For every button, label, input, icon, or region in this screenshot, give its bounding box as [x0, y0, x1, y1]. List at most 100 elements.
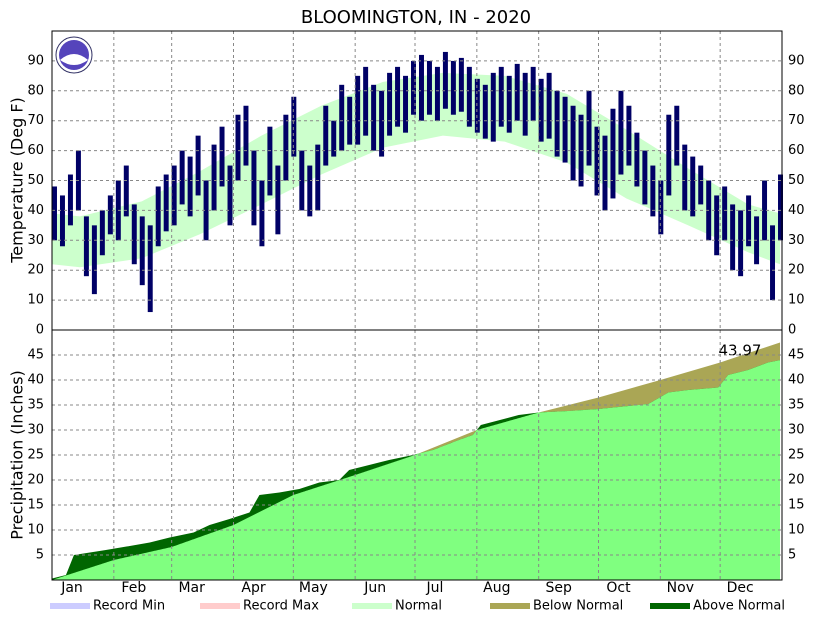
y-axis-label: Precipitation (Inches): [8, 370, 27, 540]
temp-bar: [91, 225, 97, 295]
temp-bar: [714, 195, 720, 256]
temp-bar: [267, 126, 273, 196]
y-tick-label: 0: [36, 323, 44, 338]
y-tick-label-right: 90: [788, 53, 805, 68]
legend-label: Normal: [395, 599, 442, 614]
temp-bar: [530, 66, 536, 121]
temp-bar: [211, 144, 217, 211]
x-tick-label: Feb: [121, 580, 146, 596]
y-tick-label-right: 60: [788, 143, 805, 158]
x-tick-label: Nov: [667, 580, 694, 596]
y-tick-label: 10: [27, 293, 44, 308]
temp-bar: [235, 114, 241, 181]
temp-bar: [778, 174, 783, 241]
y-tick-label: 80: [27, 83, 44, 98]
legend: Record Min Record Max Normal Below Normal Ab…: [50, 599, 785, 614]
legend-swatch: [490, 603, 530, 609]
temp-bar: [379, 90, 385, 157]
legend-label: Record Min: [93, 599, 165, 614]
temp-bar: [538, 78, 544, 142]
temp-bar: [610, 108, 616, 199]
y-tick-label-right: 15: [788, 498, 805, 513]
temp-bar: [498, 66, 504, 127]
temp-bar: [442, 51, 448, 109]
temp-bar: [626, 105, 632, 166]
temp-bar: [363, 66, 369, 136]
temp-bar: [546, 72, 552, 139]
y-tick-label-right: 20: [788, 263, 805, 278]
temp-bar: [698, 165, 704, 205]
temp-bar: [67, 174, 73, 226]
temp-bar: [554, 90, 560, 157]
temp-bar: [730, 204, 736, 271]
temp-bar: [722, 186, 728, 241]
temp-bar: [187, 156, 193, 217]
y-tick-label-right: 20: [788, 473, 805, 488]
temp-bar: [490, 72, 496, 142]
y-tick-label: 60: [27, 143, 44, 158]
temp-bar: [179, 150, 185, 205]
temp-bar: [171, 165, 177, 226]
temp-bar: [618, 90, 624, 175]
y-tick-label: 35: [27, 398, 44, 413]
temp-bar: [275, 165, 281, 235]
plot-frame: [51, 329, 783, 581]
y-tick-label-right: 0: [788, 323, 796, 338]
temp-bar: [514, 63, 520, 121]
temp-bar: [283, 114, 289, 181]
plots: 0 0 10 10 20 20 30 30 40 40 50 50 60 60 70 70 80 80 90 90 43…: [27, 30, 805, 596]
temp-bar: [458, 57, 464, 112]
temp-bar: [259, 180, 265, 247]
temp-bar: [331, 120, 337, 157]
temp-bar: [83, 216, 89, 277]
temp-bar: [219, 126, 225, 187]
temp-bar: [355, 75, 361, 145]
temp-bar: [650, 165, 656, 217]
temp-bar: [602, 135, 608, 211]
y-tick-label: 25: [27, 448, 44, 463]
y-tick-label: 15: [27, 498, 44, 513]
temp-bar: [403, 75, 409, 133]
y-tick-label-right: 40: [788, 203, 805, 218]
y-tick-label-right: 35: [788, 398, 805, 413]
temp-bar: [738, 210, 744, 277]
y-tick-label: 45: [27, 348, 44, 363]
temp-bar: [163, 174, 169, 232]
temp-bar: [315, 144, 321, 211]
temp-bar: [562, 96, 568, 163]
temp-bar: [107, 195, 113, 235]
y-axis-label: Temperature (Deg F): [8, 97, 27, 264]
temp-bar: [251, 150, 257, 226]
legend-label: Record Max: [243, 599, 319, 614]
x-tick-label: Sep: [545, 580, 572, 596]
temp-bar: [387, 72, 393, 136]
y-tick-label: 70: [27, 113, 44, 128]
y-tick-label: 5: [36, 548, 44, 563]
y-tick-label: 30: [27, 423, 44, 438]
x-tick-label: May: [299, 580, 328, 596]
temp-bar: [642, 150, 648, 205]
y-tick-label: 20: [27, 263, 44, 278]
temp-bar: [634, 132, 640, 187]
temp-bar: [227, 165, 233, 226]
temp-bar: [594, 126, 600, 196]
temp-bar: [522, 72, 528, 136]
temp-bar: [746, 195, 752, 247]
y-tick-label: 90: [27, 53, 44, 68]
temp-bar: [339, 84, 345, 151]
temp-bar: [291, 96, 297, 157]
temp-bar: [395, 66, 401, 127]
temp-bar: [434, 66, 440, 121]
y-tick-label-right: 30: [788, 423, 805, 438]
temp-bar: [770, 225, 776, 301]
temp-bar: [147, 225, 153, 313]
temp-bar: [323, 105, 329, 166]
y-tick-label-right: 10: [788, 293, 805, 308]
x-tick-label: Jun: [363, 580, 386, 596]
noaa-logo: [55, 36, 93, 74]
x-tick-label: Jul: [426, 580, 444, 596]
temp-bar: [418, 54, 424, 121]
temp-bar: [203, 180, 209, 241]
y-tick-label-right: 10: [788, 523, 805, 538]
